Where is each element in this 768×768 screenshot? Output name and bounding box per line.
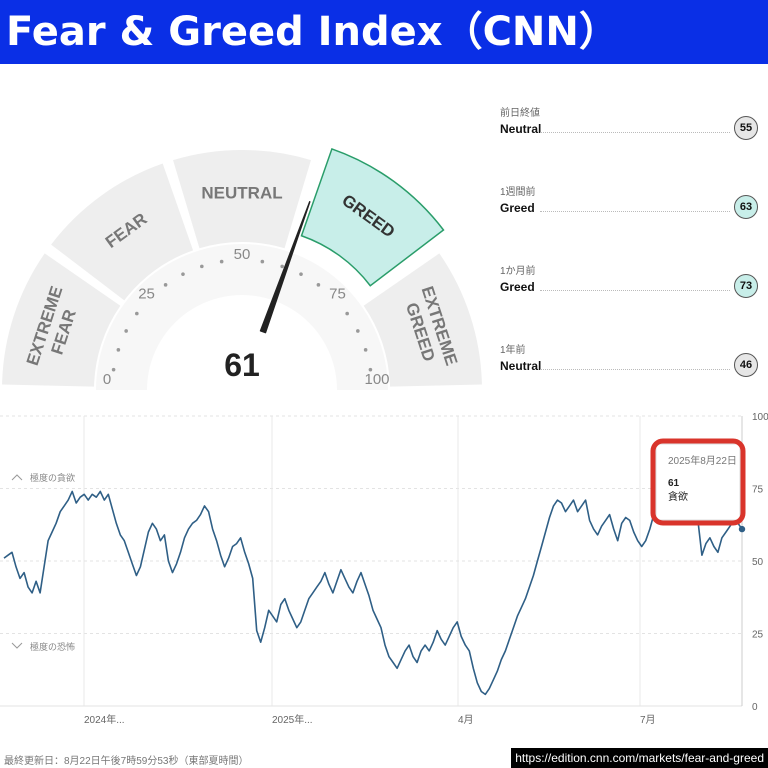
tooltip-box: [655, 443, 741, 521]
gauge-tick-dot: [219, 259, 224, 264]
gauge-needle: [259, 201, 311, 334]
history-label: 前日終値: [500, 108, 540, 119]
title-bar: Fear & Greed Index（CNN）: [0, 0, 768, 64]
gauge-tick-dot: [116, 348, 121, 352]
gauge-tick-dot: [135, 311, 139, 316]
history-row-previous-close[interactable]: 前日終値 Neutral 55: [500, 104, 760, 164]
gauge-tick-dot: [111, 367, 116, 372]
tooltip-value: 61: [668, 478, 680, 489]
dotted-divider: [540, 369, 730, 370]
gauge-tick-dot: [280, 264, 284, 269]
history-label: 1か月前: [500, 266, 536, 277]
chart-y-tick: 50: [752, 557, 764, 568]
gauge-segment-fear: [51, 163, 194, 301]
chart-y-tick: 75: [752, 485, 764, 496]
gauge-segment-extreme-greed: [363, 253, 482, 387]
tooltip-highlight: [650, 438, 746, 526]
history-status: Greed: [500, 280, 535, 294]
dotted-divider: [540, 132, 730, 133]
gauge-tick-label: 25: [138, 286, 155, 303]
gauge-tick-label: 50: [234, 246, 251, 263]
page-title: Fear & Greed Index（CNN）: [6, 9, 619, 55]
gauge-tick-label: 75: [329, 286, 346, 303]
gauge-segment-greed-active: [300, 147, 445, 287]
gauge-segment-extreme-fear: [2, 253, 121, 387]
chart-y-tick: 25: [752, 630, 764, 641]
gauge-tick-dot: [368, 367, 373, 372]
chart-zone-label-extreme-fear: 極度の恐怖: [30, 641, 75, 652]
history-line-chart[interactable]: 0 25 50 75 100 2024年... 2025年... 4月 7月 極度の貪欲極度の恐怖…: [0, 408, 768, 748]
history-status: Neutral: [500, 122, 542, 136]
history-row-one-week[interactable]: 1週間前 Greed 63: [500, 183, 760, 243]
history-row-one-month[interactable]: 1か月前 Greed 73: [500, 262, 760, 322]
chart-y-tick: 100: [752, 412, 768, 423]
dotted-divider: [540, 211, 730, 212]
tooltip-date: 2025年8月22日: [668, 454, 737, 467]
chevron-up-icon: [11, 474, 23, 481]
gauge-tick-label: 100: [364, 371, 389, 388]
gauge-tick-dot: [163, 283, 168, 287]
history-row-one-year[interactable]: 1年前 Neutral 46: [500, 341, 760, 401]
gauge-value: 61: [224, 347, 260, 383]
gauge-hub: [194, 342, 290, 390]
chart-x-tick: 2024年...: [84, 713, 125, 726]
chart-x-tick: 7月: [640, 714, 656, 726]
gauge-tick-dot: [345, 311, 349, 316]
source-url[interactable]: https://edition.cnn.com/markets/fear-and…: [511, 748, 768, 768]
last-updated: 最終更新日：8月22日午後7時59分53秒（東部夏時間）: [4, 756, 249, 767]
gauge-label-neutral: NEUTRAL: [201, 183, 282, 202]
chart-y-tick: 0: [752, 702, 758, 713]
gauge-tick-dot: [299, 272, 303, 276]
chevron-down-icon: [11, 642, 23, 649]
chart-x-tick: 2025年...: [272, 713, 313, 726]
gauge-tick-dot: [181, 272, 185, 276]
history-label: 1年前: [500, 345, 526, 356]
gauge-segment-neutral: [173, 150, 311, 249]
history-status: Greed: [500, 201, 535, 215]
tooltip-label: 貪欲: [668, 490, 688, 503]
gauge-tick-dot: [200, 264, 204, 269]
gauge-tick-label: 0: [103, 371, 111, 388]
history-status: Neutral: [500, 359, 542, 373]
history-value-badge: 46: [734, 353, 758, 377]
gauge-tick-dot: [124, 329, 128, 333]
history-value-badge: 73: [734, 274, 758, 298]
chart-series-line: [3, 476, 743, 696]
chart-x-tick: 4月: [458, 714, 474, 726]
gauge-tick-dot: [356, 329, 360, 333]
gauge-tick-dot: [316, 283, 321, 287]
history-label: 1週間前: [500, 187, 536, 198]
gauge-tick-dot: [260, 259, 265, 264]
chart-current-point: [738, 525, 746, 533]
history-value-badge: 55: [734, 116, 758, 140]
chart-zone-label-extreme-greed: 極度の貪欲: [30, 472, 75, 483]
gauge-tick-dot: [363, 348, 368, 352]
gauge-inner-band: [96, 244, 388, 390]
dotted-divider: [540, 290, 730, 291]
history-value-badge: 63: [734, 195, 758, 219]
